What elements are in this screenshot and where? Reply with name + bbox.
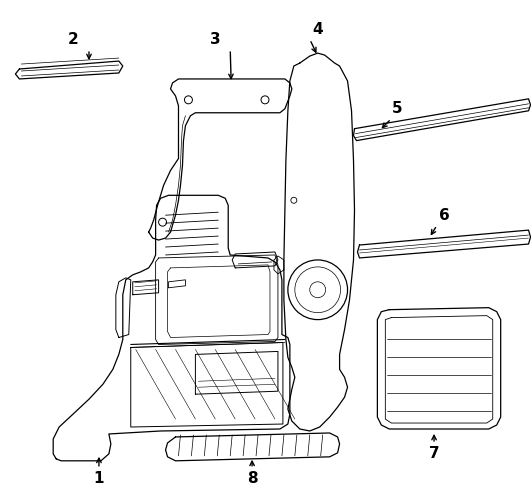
Text: 8: 8 — [247, 471, 257, 486]
Text: 6: 6 — [438, 208, 450, 223]
Text: 1: 1 — [94, 471, 104, 486]
Text: 7: 7 — [429, 447, 439, 462]
Text: 5: 5 — [392, 101, 403, 116]
Text: 2: 2 — [68, 31, 78, 47]
Text: 4: 4 — [312, 22, 323, 37]
Text: 3: 3 — [210, 31, 221, 47]
